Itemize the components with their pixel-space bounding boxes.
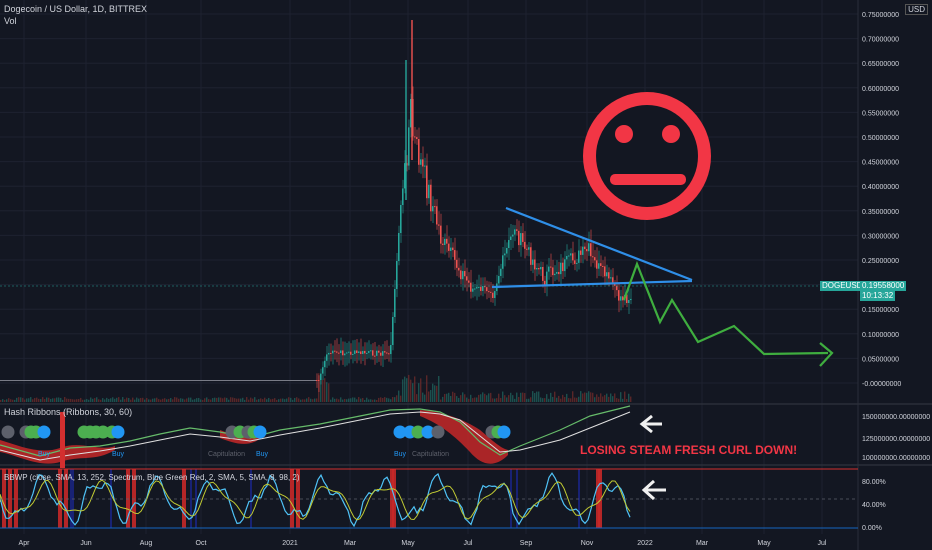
projection-path[interactable] — [622, 260, 829, 356]
volume-label[interactable]: Vol — [4, 16, 17, 26]
price-tick-label: 0.70000000 — [862, 37, 899, 44]
symbol-title[interactable]: Dogecoin / US Dollar, 1D, BITTREX — [4, 4, 148, 14]
time-tick-label: Jul — [464, 540, 473, 547]
price-tick-label: -0.00000000 — [862, 381, 901, 388]
bbwp-axis-labels: 80.00% 40.00% 0.00% — [862, 479, 886, 532]
hash-ribbon-fill-3 — [420, 410, 508, 464]
time-tick-label: Nov — [581, 540, 594, 547]
price-tick-label: 0.65000000 — [862, 61, 899, 68]
projection-arrowhead — [819, 342, 834, 367]
volume-bars — [0, 373, 632, 402]
hash-signal-dot — [431, 425, 445, 439]
bbwp-tick-label: 40.00% — [862, 502, 886, 509]
price-tick-label: 0.30000000 — [862, 233, 899, 240]
hash-tick-label: 100000000.00000000 — [862, 455, 930, 462]
hash-ribbon-slow — [0, 411, 631, 461]
time-tick-label: Jul — [818, 540, 827, 547]
lower-trendline[interactable] — [491, 279, 693, 289]
bbwp-tick-label: 0.00% — [862, 525, 882, 532]
hash-buy-label: Buy — [38, 451, 51, 458]
bbwp-line — [0, 472, 631, 528]
time-tick-label: Aug — [140, 540, 153, 547]
hash-tick-label: 125000000.00000000 — [862, 436, 930, 443]
time-tick-label: Mar — [344, 540, 357, 547]
left-arrow-icon — [639, 414, 662, 434]
left-arrow-icon — [641, 479, 666, 501]
hash-signal-dot — [411, 425, 425, 439]
chart-grid — [0, 0, 858, 534]
hash-signal-dot — [1, 425, 15, 439]
time-tick-label: Mar — [696, 540, 709, 547]
time-tick-label: May — [757, 540, 771, 547]
price-tick-label: 0.60000000 — [862, 86, 899, 93]
price-tick-label: 0.35000000 — [862, 209, 899, 216]
price-tick-label: 0.10000000 — [862, 332, 899, 339]
price-axis-labels: 0.75000000 0.70000000 0.65000000 0.60000000… — [862, 12, 901, 388]
bbwp-title[interactable]: BBWP (close, SMA, 13, 252, Spectrum, Blu… — [4, 473, 300, 482]
time-tick-label: Oct — [196, 540, 207, 547]
price-tick-label: 0.40000000 — [862, 184, 899, 191]
hash-signal-dot — [421, 425, 435, 439]
currency-badge[interactable]: USD — [905, 4, 928, 15]
hash-signal-dot — [393, 425, 407, 439]
price-tick-label: 0.25000000 — [862, 258, 899, 265]
hash-ribbon-dots — [1, 425, 511, 439]
hash-axis-labels: 150000000.00000000 125000000.00000000 1000… — [862, 414, 930, 462]
ticker-price-badge: 0.19558000 — [860, 281, 907, 291]
hash-ribbons-title[interactable]: Hash Ribbons (Ribbons, 30, 60) — [4, 407, 133, 417]
price-tick-label: 0.50000000 — [862, 135, 899, 142]
hash-buy-label: Buy — [256, 451, 269, 458]
hash-signal-dot — [497, 425, 511, 439]
time-tick-label: 2021 — [282, 540, 298, 547]
time-axis-labels: Apr Jun Aug Oct 2021 Mar May Jul Sep Nov 2022 Mar Ma… — [19, 540, 827, 547]
annotation-text[interactable]: LOSING STEAM FRESH CURL DOWN! — [580, 443, 797, 457]
price-candles — [0, 20, 632, 393]
hash-signal-dot — [96, 425, 110, 439]
time-tick-label: May — [401, 540, 415, 547]
hash-capitulation-label: Capitulation — [208, 451, 245, 458]
hash-capitulation-label: Capitulation — [412, 451, 449, 458]
hash-tick-label: 150000000.00000000 — [862, 414, 930, 421]
hash-signal-dot — [253, 425, 267, 439]
hash-signal-dot — [37, 425, 51, 439]
hash-buy-label: Buy — [112, 451, 125, 458]
hash-signal-dot — [111, 425, 125, 439]
price-tick-label: 0.55000000 — [862, 110, 899, 117]
upper-trendline[interactable] — [505, 206, 693, 282]
neutral-face-icon — [583, 92, 711, 220]
price-tick-label: 0.45000000 — [862, 160, 899, 167]
hash-ribbon-red-marker — [60, 412, 65, 468]
ticker-countdown-badge: 10:13:32 — [860, 291, 896, 301]
time-tick-label: Jun — [80, 540, 91, 547]
price-tick-label: 0.15000000 — [862, 307, 899, 314]
bbwp-pane — [0, 469, 631, 528]
time-tick-label: Apr — [19, 540, 31, 547]
price-tick-label: 0.75000000 — [862, 12, 899, 19]
ticker-name-badge: DOGEUSD — [820, 281, 865, 291]
hash-buy-label: Buy — [394, 451, 407, 458]
price-tick-label: 0.05000000 — [862, 356, 899, 363]
time-tick-label: 2022 — [637, 540, 653, 547]
time-tick-label: Sep — [520, 540, 533, 547]
bbwp-tick-label: 80.00% — [862, 479, 886, 486]
